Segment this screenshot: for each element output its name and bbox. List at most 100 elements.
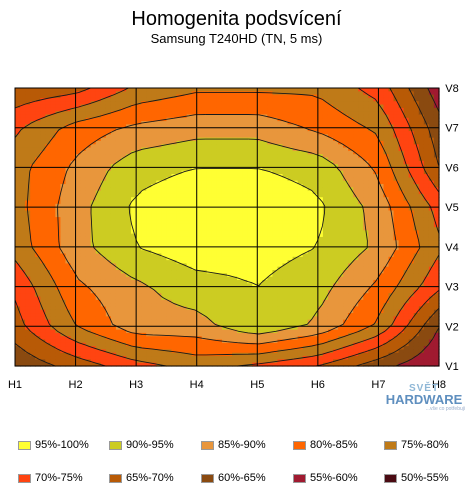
contour-cell [262, 121, 268, 126]
contour-cell [110, 117, 117, 122]
contour-cell [191, 131, 198, 135]
contour-cell [176, 104, 183, 109]
contour-cell [65, 270, 72, 274]
contour-cell [171, 207, 178, 212]
contour-cell [40, 263, 46, 268]
contour-cell [312, 200, 319, 205]
contour-cell [343, 200, 349, 205]
contour-cell [292, 283, 299, 288]
contour-cell [312, 190, 319, 195]
contour-cell [333, 273, 339, 278]
contour-cell [141, 283, 147, 288]
contour-cell [206, 183, 213, 188]
contour-cell [90, 223, 97, 228]
contour-cell [20, 220, 26, 225]
contour-cell [408, 217, 415, 221]
contour-cell [196, 283, 203, 288]
contour-cell [216, 164, 223, 169]
contour-cell [242, 101, 248, 106]
contour-cell [327, 260, 334, 265]
contour-cell [242, 88, 248, 92]
contour-cell [60, 111, 67, 116]
contour-cell [358, 91, 364, 96]
contour-cell [348, 94, 354, 99]
contour-cell [206, 114, 213, 119]
contour-cell [115, 144, 122, 149]
contour-cell [302, 207, 309, 212]
contour-cell [196, 203, 203, 208]
contour-cell [25, 250, 31, 255]
contour-cell [186, 246, 193, 251]
contour-cell [50, 97, 56, 102]
contour-cell [121, 260, 127, 265]
contour-cell [80, 193, 87, 198]
contour-cell [307, 177, 314, 182]
contour-cell [302, 177, 309, 182]
contour-cell [267, 183, 274, 188]
contour-cell [20, 210, 26, 215]
contour-cell [393, 140, 400, 145]
contour-cell [343, 177, 349, 182]
contour-cell [40, 104, 46, 109]
contour-cell [358, 127, 364, 132]
contour-cell [227, 190, 233, 195]
contour-cell [393, 200, 400, 205]
contour-cell [211, 210, 218, 215]
contour-cell [15, 107, 21, 112]
contour-cell [242, 283, 248, 288]
contour-cell [353, 250, 359, 255]
contour-cell [247, 160, 253, 165]
contour-cell [85, 177, 92, 182]
contour-cell [307, 104, 314, 109]
contour-cell [343, 187, 349, 192]
contour-cell [363, 243, 369, 248]
contour-cell [191, 154, 198, 159]
contour-cell [403, 203, 410, 208]
contour-cell [383, 164, 390, 169]
contour-cell [151, 279, 157, 284]
contour-cell [292, 187, 299, 192]
contour-cell [186, 157, 193, 162]
contour-cell [353, 227, 359, 231]
contour-cell [100, 157, 107, 162]
contour-cell [70, 140, 77, 145]
contour-cell [338, 104, 344, 109]
contour-cell [196, 270, 203, 274]
contour-cell [322, 177, 329, 182]
contour-cell [393, 220, 400, 225]
contour-cell [196, 187, 203, 192]
contour-cell [368, 233, 374, 238]
contour-cell [272, 137, 279, 142]
contour-cell [393, 266, 400, 271]
contour-cell [232, 167, 238, 172]
contour-cell [317, 97, 324, 102]
contour-cell [20, 187, 26, 192]
contour-cell [252, 101, 258, 106]
contour-cell [45, 197, 51, 202]
contour-cell [211, 203, 218, 208]
contour-cell [216, 190, 223, 195]
contour-cell [196, 273, 203, 278]
contour-cell [237, 104, 243, 109]
contour-cell [343, 283, 349, 288]
contour-cell [146, 279, 152, 284]
contour-cell [227, 283, 233, 288]
contour-cell [211, 253, 218, 258]
contour-cell [206, 154, 213, 159]
contour-cell [115, 210, 122, 215]
contour-cell [277, 157, 284, 162]
contour-cell [80, 134, 87, 139]
contour-cell [242, 246, 248, 251]
contour-cell [398, 200, 405, 205]
contour-cell [176, 177, 183, 182]
contour-cell [237, 180, 243, 185]
contour-cell [247, 104, 253, 109]
contour-cell [393, 117, 400, 122]
contour-cell [85, 150, 92, 155]
contour-cell [121, 114, 127, 119]
contour-cell [221, 94, 228, 99]
contour-cell [348, 207, 354, 212]
contour-cell [115, 273, 122, 278]
contour-cell [433, 210, 440, 215]
contour-cell [75, 260, 82, 265]
